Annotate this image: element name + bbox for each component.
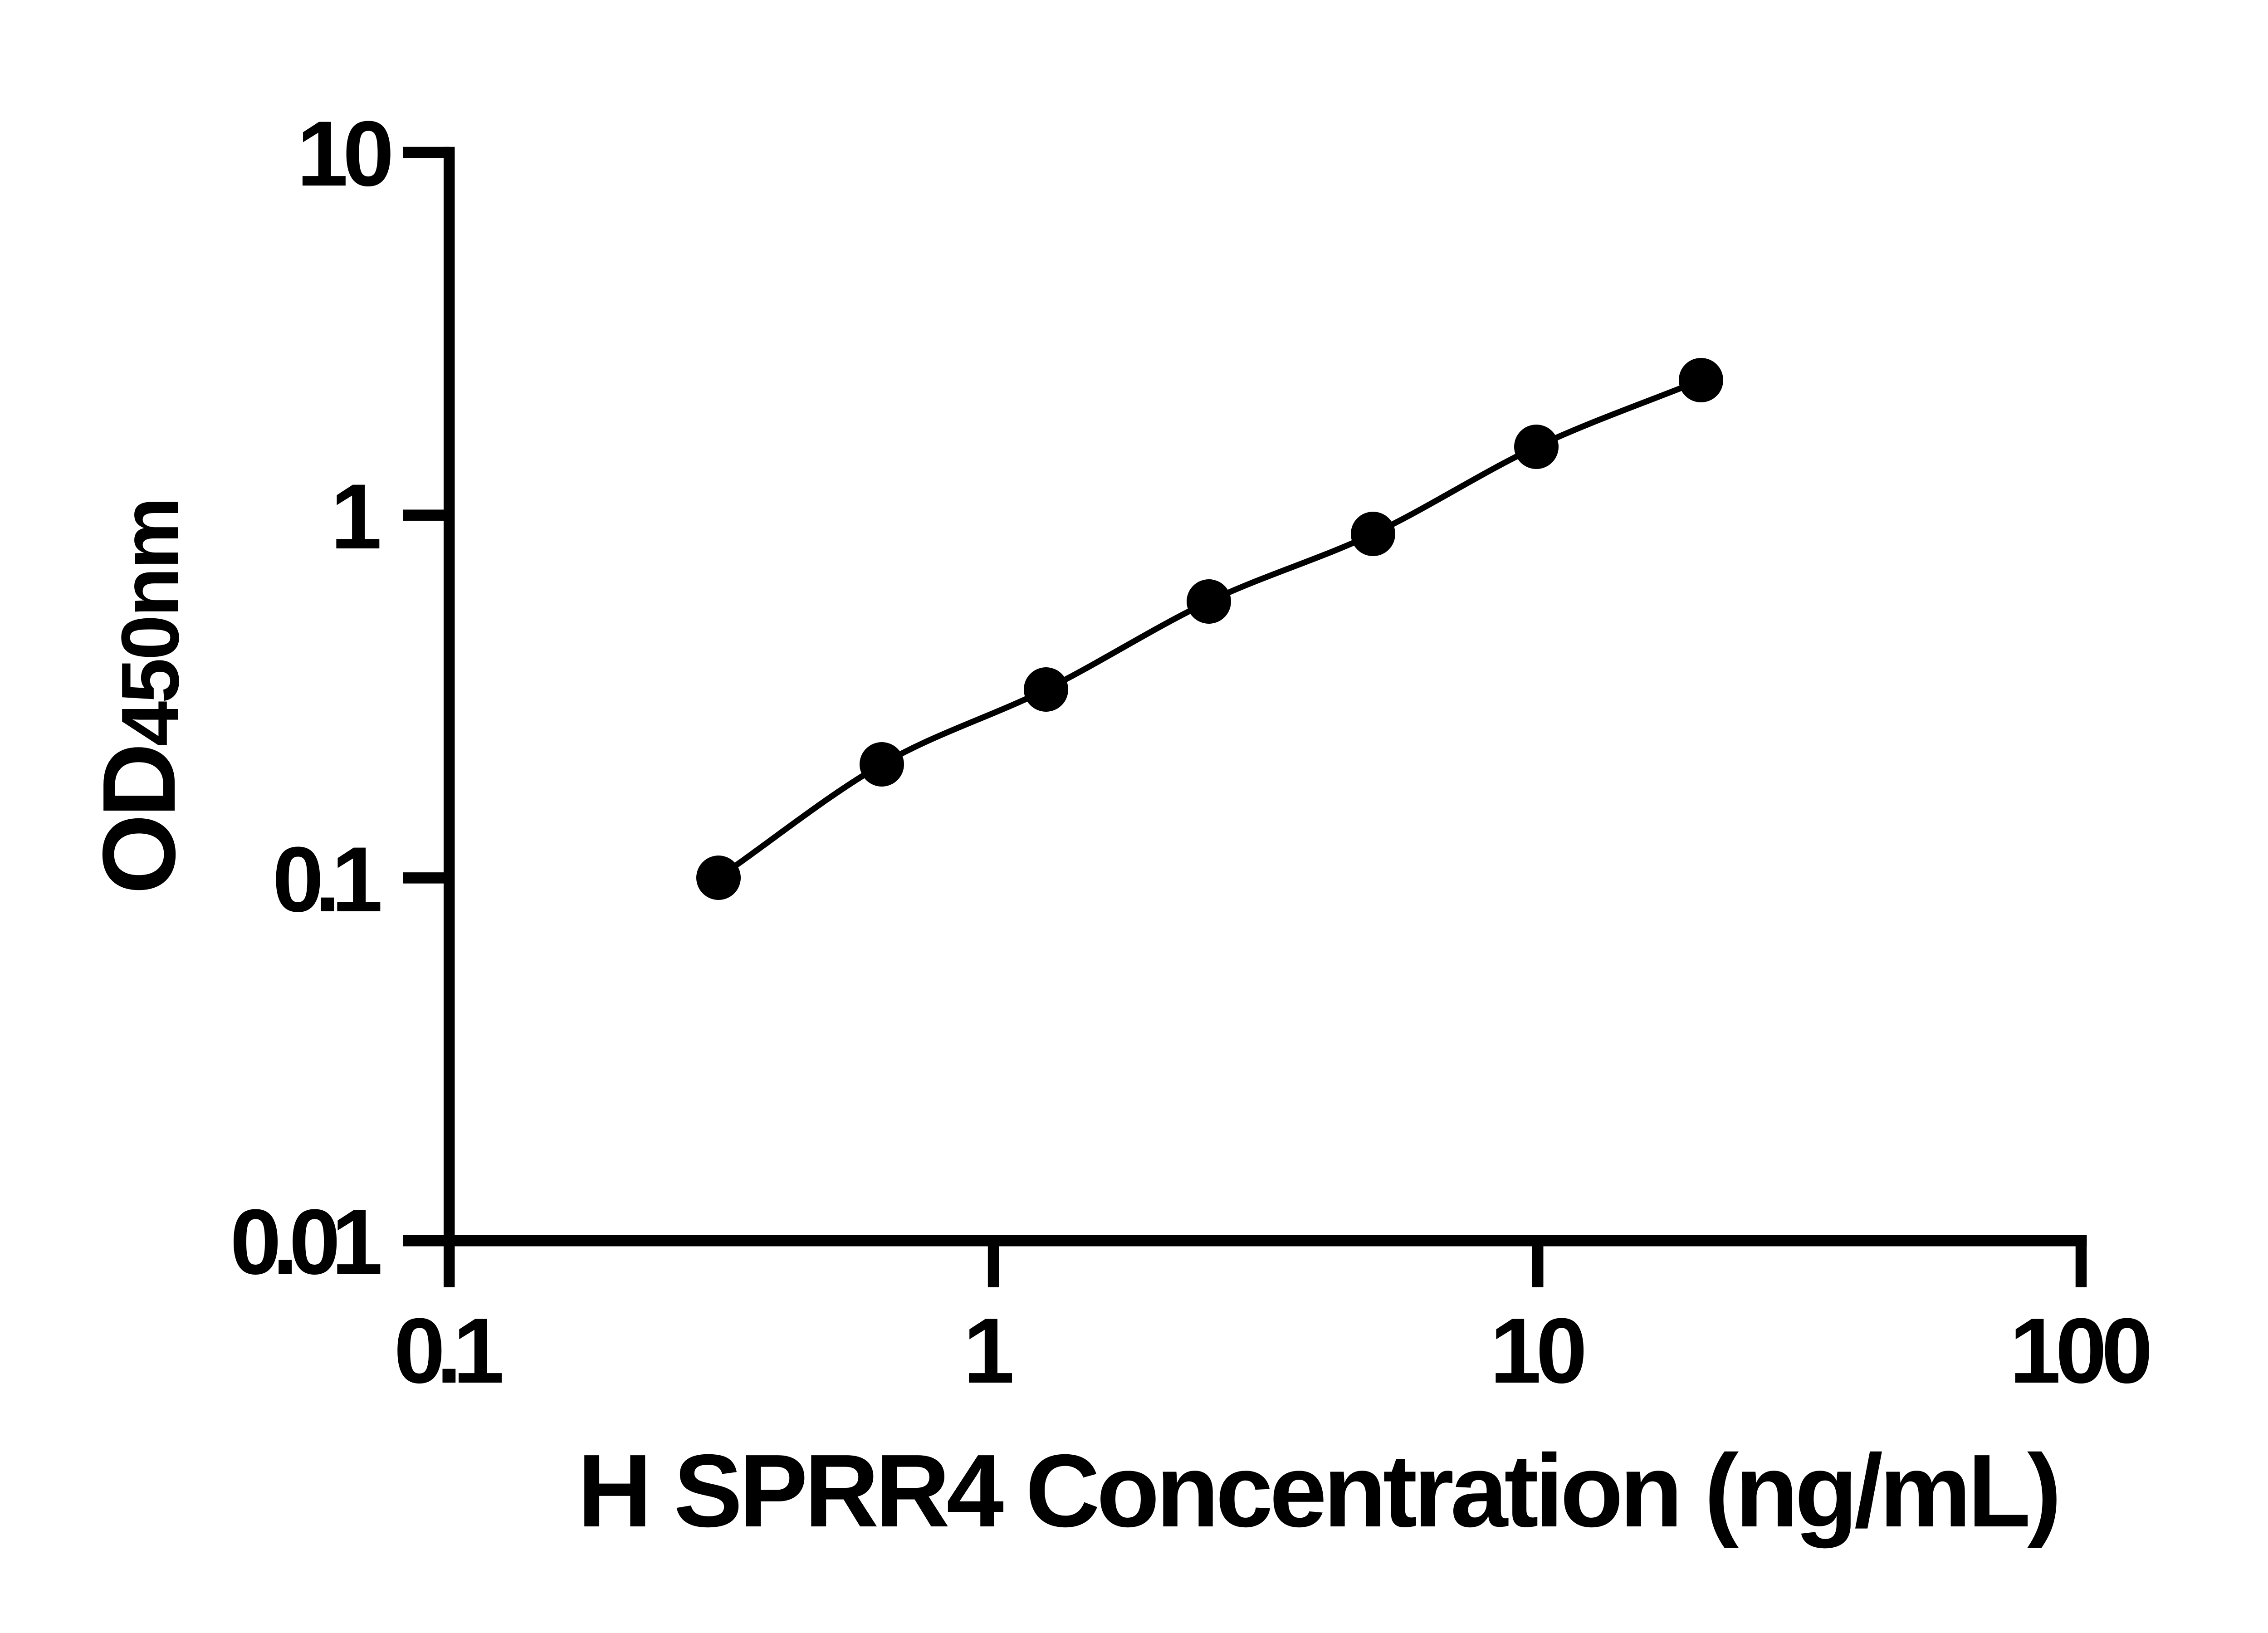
svg-text:1: 1 bbox=[963, 1299, 1012, 1403]
svg-text:1: 1 bbox=[331, 465, 380, 568]
svg-text:10: 10 bbox=[1490, 1299, 1584, 1403]
svg-text:H SPRR4 Concentration (ng/mL): H SPRR4 Concentration (ng/mL) bbox=[577, 1433, 2058, 1549]
svg-text:0.1: 0.1 bbox=[394, 1299, 502, 1403]
svg-text:100: 100 bbox=[2009, 1299, 2150, 1403]
svg-text:0.1: 0.1 bbox=[272, 828, 380, 931]
svg-text:OD450nm: OD450nm bbox=[82, 499, 197, 894]
svg-text:10: 10 bbox=[297, 102, 391, 205]
svg-text:0.01: 0.01 bbox=[230, 1190, 381, 1294]
